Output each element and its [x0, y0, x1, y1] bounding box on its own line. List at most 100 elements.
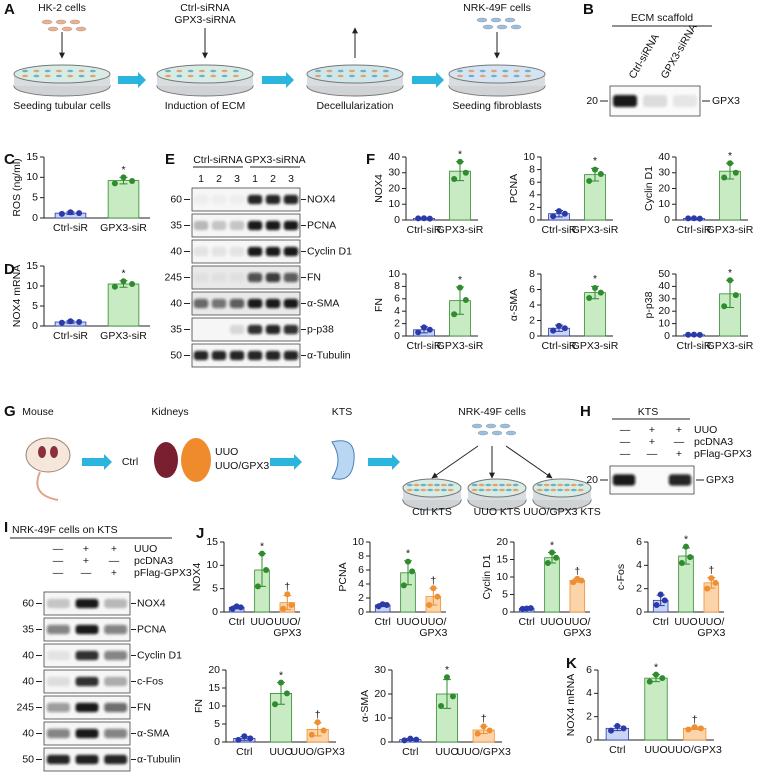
- y-axis-label: c-Fos: [615, 564, 627, 590]
- band: [211, 220, 227, 231]
- cell: [502, 74, 509, 78]
- band: [265, 350, 281, 361]
- band-label: PCNA: [137, 623, 166, 635]
- data-point: [308, 731, 315, 738]
- cell-icon: [61, 26, 73, 32]
- data-point: [241, 733, 248, 740]
- band: [104, 728, 128, 739]
- y-tick-label: 10: [388, 268, 400, 280]
- band: [283, 194, 299, 205]
- significance-mark: *: [728, 150, 732, 162]
- y-tick-label: 20: [388, 182, 400, 194]
- x-tick-label: Ctrl-siR: [53, 222, 88, 234]
- significance-mark: *: [458, 274, 462, 286]
- kidney: [154, 442, 178, 478]
- data-point: [409, 568, 416, 575]
- band: [211, 350, 227, 361]
- y-tick-label: 5: [502, 588, 508, 600]
- y-axis-label: PCNA: [508, 174, 520, 203]
- y-tick-label: 2: [394, 317, 400, 329]
- y-tick-label: 0: [214, 736, 220, 748]
- cell: [543, 488, 550, 492]
- band: [265, 298, 281, 309]
- cell: [198, 74, 205, 78]
- band: [75, 676, 99, 687]
- band: [104, 676, 128, 687]
- data-point: [727, 160, 733, 167]
- x-tick-label: Ctrl-siR: [542, 340, 577, 352]
- cell: [550, 483, 557, 487]
- y-tick-label: 20: [208, 664, 220, 676]
- cell: [210, 74, 217, 78]
- y-tick-label: 10: [208, 700, 220, 712]
- cell: [55, 69, 62, 73]
- lane-label: 1: [198, 173, 204, 185]
- y-tick-label: 2: [529, 201, 535, 213]
- band: [229, 220, 245, 231]
- data-point: [732, 169, 739, 176]
- band: [265, 324, 281, 335]
- y-tick-label: 0: [529, 330, 535, 342]
- condition-sign: —: [620, 448, 631, 460]
- g-label: NRK-49F cells: [458, 406, 526, 418]
- cell: [33, 69, 40, 73]
- x-tick-label: GPX3-siR: [572, 340, 619, 352]
- cell: [502, 69, 509, 73]
- flow-arrow: [82, 454, 112, 470]
- x-tick-label: Ctrl: [609, 744, 625, 756]
- arrow: [431, 445, 479, 479]
- kts-icon: [331, 440, 355, 480]
- cell-icon: [499, 423, 511, 429]
- data-point: [561, 325, 568, 332]
- cell-icon: [69, 19, 81, 25]
- band: [229, 298, 245, 309]
- data-point: [646, 678, 653, 685]
- x-tick-label: Ctrl: [652, 616, 668, 628]
- step-label: Induction of ECM: [165, 100, 246, 112]
- data-point: [407, 735, 414, 742]
- significance-mark: *: [121, 164, 125, 176]
- band: [283, 272, 299, 283]
- significance-mark: †: [481, 713, 487, 725]
- band-label: α-SMA: [137, 727, 169, 739]
- band: [265, 194, 281, 205]
- cell: [433, 488, 440, 492]
- dish-label: Ctrl KTS: [412, 506, 452, 518]
- y-axis-label: FN: [193, 699, 205, 713]
- cell: [55, 74, 62, 78]
- data-point: [451, 176, 458, 183]
- cell: [524, 74, 531, 78]
- data-point: [67, 209, 74, 216]
- y-axis-label: NOX4: [191, 563, 203, 592]
- significance-mark: †: [574, 566, 580, 578]
- cell: [176, 74, 183, 78]
- blot: [191, 213, 301, 238]
- marker: 20: [586, 95, 598, 107]
- cell: [427, 488, 434, 492]
- band: [212, 195, 226, 204]
- data-point: [712, 579, 719, 586]
- y-tick-label: 6: [394, 293, 400, 305]
- significance-mark: *: [445, 664, 449, 676]
- band: [612, 474, 636, 486]
- band-label: α-SMA: [307, 297, 339, 309]
- cell: [337, 69, 344, 73]
- y-tick-label: 40: [658, 151, 670, 163]
- marker: 50: [22, 753, 34, 765]
- a-label: NRK-49F cells: [463, 2, 531, 14]
- data-point: [263, 567, 270, 573]
- condition-sign: —: [674, 436, 685, 448]
- cell: [371, 74, 378, 78]
- x-tick-label: GPX3-siR: [572, 224, 619, 236]
- x-tick-label: UUO: [540, 616, 563, 628]
- data-point: [462, 169, 469, 176]
- cell: [492, 488, 499, 492]
- g-label: Mouse: [22, 406, 54, 418]
- cell: [505, 488, 512, 492]
- y-tick-label: 5: [214, 718, 220, 730]
- marker: 40: [170, 297, 182, 309]
- marker: 35: [170, 219, 182, 231]
- cell: [457, 74, 464, 78]
- band: [247, 246, 263, 257]
